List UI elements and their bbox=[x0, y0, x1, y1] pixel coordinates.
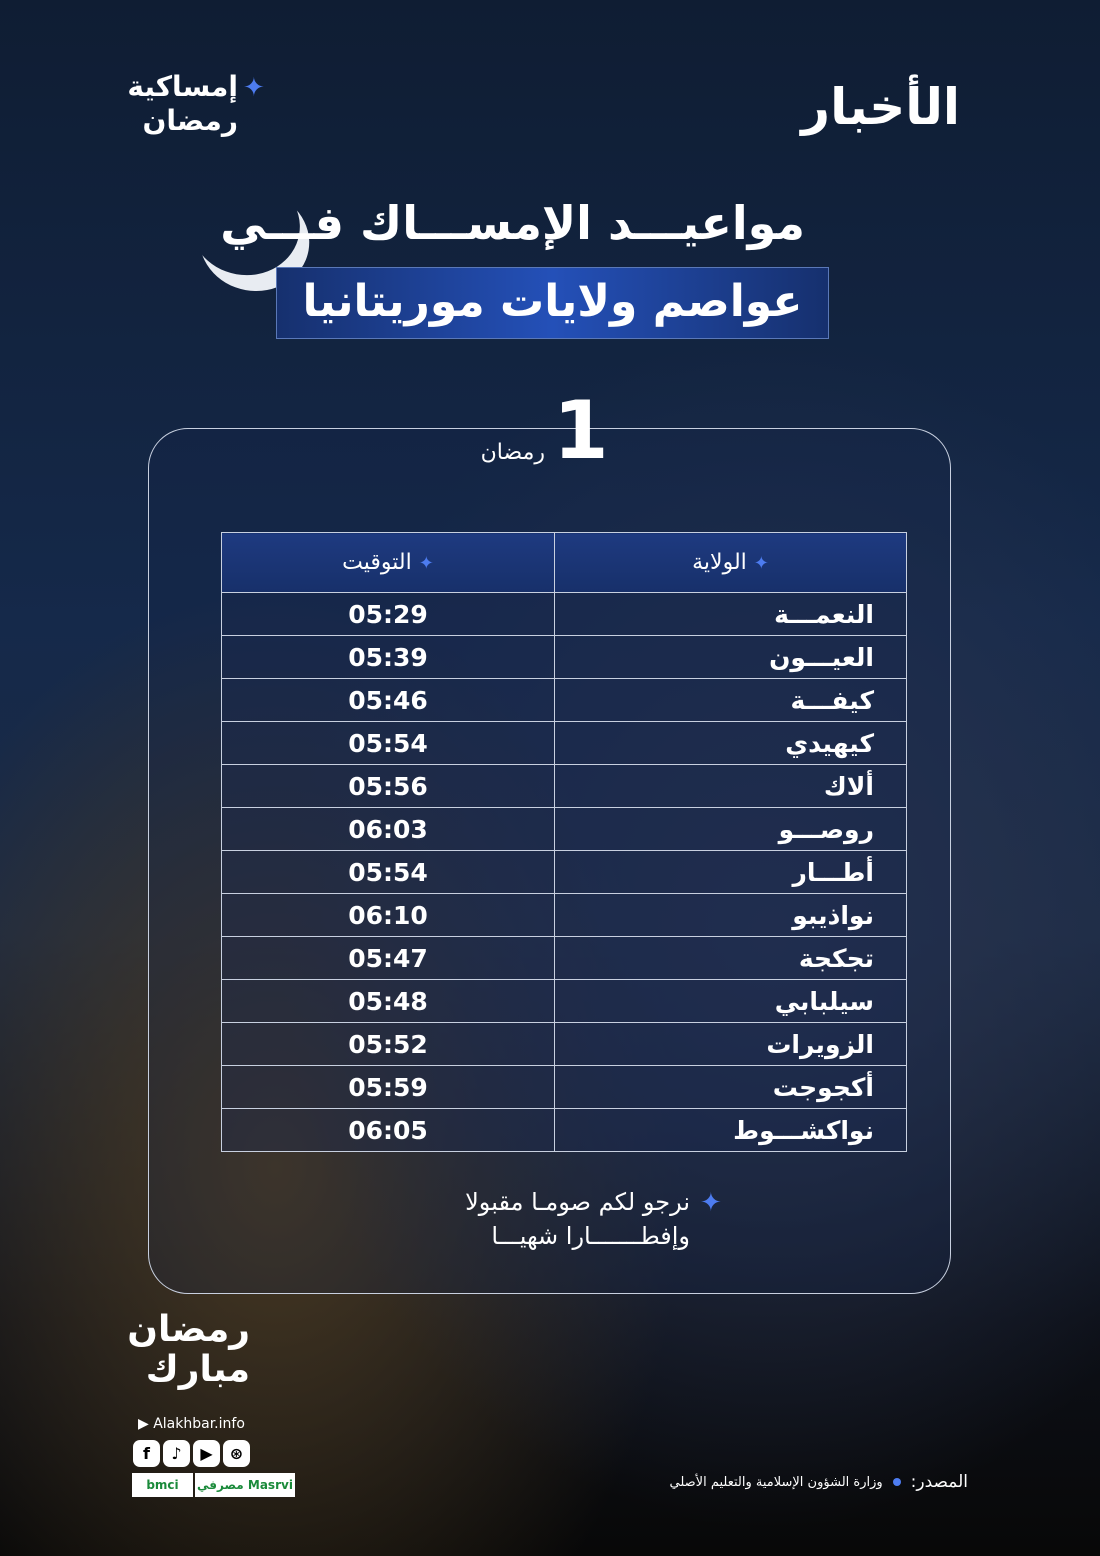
website-link[interactable]: ▶ Alakhbar.info bbox=[138, 1416, 245, 1432]
state-cell: النعمـــة bbox=[554, 592, 907, 636]
table-row: العيـــون 05:39 bbox=[221, 635, 907, 679]
sponsor-masrvi: مصرفي Masrvi bbox=[195, 1473, 295, 1497]
facebook-icon[interactable]: f bbox=[133, 1440, 160, 1467]
table-row: كيفـــة 05:46 bbox=[221, 678, 907, 722]
sparkle-icon: ✦ bbox=[700, 1188, 722, 1218]
table-row: تجكجة 05:47 bbox=[221, 936, 907, 980]
tiktok-icon[interactable]: ♪ bbox=[163, 1440, 190, 1467]
state-cell: العيـــون bbox=[554, 635, 907, 679]
header-state-label: الولاية bbox=[692, 550, 747, 575]
dribbble-icon[interactable]: ⊛ bbox=[223, 1440, 250, 1467]
table-row: ألاك 05:56 bbox=[221, 764, 907, 808]
page-subtitle: عواصم ولايات موريتانيا bbox=[276, 267, 829, 339]
source-label: المصدر: bbox=[910, 1472, 968, 1492]
bullet-icon bbox=[892, 1478, 901, 1486]
state-cell: سيلبابي bbox=[554, 979, 907, 1023]
state-cell: أطـــار bbox=[554, 850, 907, 894]
state-cell: نواذيبو bbox=[554, 893, 907, 937]
imsakiya-badge: إمساكية رمضان bbox=[127, 70, 238, 138]
time-cell: 05:54 bbox=[221, 721, 555, 765]
table-row: سيلبابي 05:48 bbox=[221, 979, 907, 1023]
greeting-line1: رمضان bbox=[127, 1309, 250, 1350]
time-cell: 05:29 bbox=[221, 592, 555, 636]
sparkle-icon: ✦ bbox=[753, 553, 769, 574]
sparkle-icon: ✦ bbox=[418, 553, 434, 574]
time-cell: 06:05 bbox=[221, 1108, 555, 1152]
state-cell: نواكشـــوط bbox=[554, 1108, 907, 1152]
source-text: وزارة الشؤون الإسلامية والتعليم الأصلي bbox=[669, 1474, 883, 1490]
state-cell: أكجوجت bbox=[554, 1065, 907, 1109]
header-time: ✦ التوقيت bbox=[221, 532, 555, 593]
greeting-line2: مبارك bbox=[145, 1349, 250, 1390]
social-icons: f ♪ ▶ ⊛ bbox=[133, 1440, 250, 1467]
time-cell: 05:48 bbox=[221, 979, 555, 1023]
youtube-icon[interactable]: ▶ bbox=[193, 1440, 220, 1467]
time-cell: 05:47 bbox=[221, 936, 555, 980]
table-row: نواكشـــوط 06:05 bbox=[221, 1108, 907, 1152]
wish-line2: وإفطـــــــارا شهيـــا bbox=[491, 1222, 690, 1250]
table-row: الزويرات 05:52 bbox=[221, 1022, 907, 1066]
table-row: النعمـــة 05:29 bbox=[221, 592, 907, 636]
time-cell: 05:59 bbox=[221, 1065, 555, 1109]
state-cell: كيفـــة bbox=[554, 678, 907, 722]
header-state: ✦ الولاية bbox=[554, 532, 907, 593]
wish-line1: نرجو لكم صومـا مقبولا bbox=[465, 1188, 690, 1216]
day-number: 1 bbox=[553, 384, 609, 477]
time-cell: 05:46 bbox=[221, 678, 555, 722]
badge-line2: رمضان bbox=[142, 104, 238, 137]
time-cell: 06:10 bbox=[221, 893, 555, 937]
header-time-label: التوقيت bbox=[342, 550, 412, 575]
table-row: كيهيدي 05:54 bbox=[221, 721, 907, 765]
page-title: مواعيـــد الإمســـاك فـــي bbox=[220, 196, 805, 250]
time-cell: 06:03 bbox=[221, 807, 555, 851]
time-cell: 05:56 bbox=[221, 764, 555, 808]
website-text: Alakhbar.info bbox=[153, 1416, 245, 1432]
alakhbar-logo: الأخبار bbox=[801, 78, 962, 136]
state-cell: روصـــو bbox=[554, 807, 907, 851]
time-cell: 05:54 bbox=[221, 850, 555, 894]
day-label: رمضان bbox=[480, 440, 545, 465]
time-cell: 05:52 bbox=[221, 1022, 555, 1066]
sparkle-icon: ✦ bbox=[243, 73, 265, 103]
table-row: أطـــار 05:54 bbox=[221, 850, 907, 894]
state-cell: الزويرات bbox=[554, 1022, 907, 1066]
sponsor-bmci: bmci bbox=[132, 1473, 193, 1497]
imsak-table: ✦ الولاية ✦ التوقيت النعمـــة 05:29 العيــ… bbox=[221, 532, 907, 1152]
state-cell: ألاك bbox=[554, 764, 907, 808]
table-row: أكجوجت 05:59 bbox=[221, 1065, 907, 1109]
sponsors: bmci مصرفي Masrvi bbox=[132, 1473, 295, 1497]
time-cell: 05:39 bbox=[221, 635, 555, 679]
source: المصدر: وزارة الشؤون الإسلامية والتعليم … bbox=[670, 1472, 969, 1492]
table-row: نواذيبو 06:10 bbox=[221, 893, 907, 937]
badge-line1: إمساكية bbox=[127, 70, 238, 103]
wish-text: نرجو لكم صومـا مقبولا وإفطـــــــارا شهي… bbox=[465, 1185, 690, 1253]
state-cell: تجكجة bbox=[554, 936, 907, 980]
state-cell: كيهيدي bbox=[554, 721, 907, 765]
table-row: روصـــو 06:03 bbox=[221, 807, 907, 851]
ramadan-mubarak-logo: رمضان مبارك bbox=[127, 1310, 250, 1390]
